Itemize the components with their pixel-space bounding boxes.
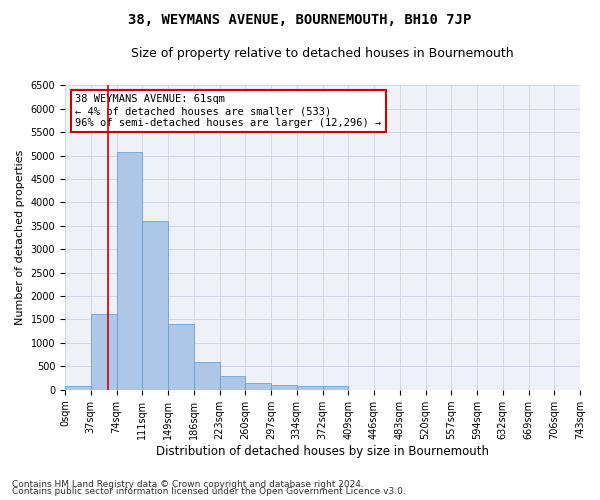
Text: Contains HM Land Registry data © Crown copyright and database right 2024.: Contains HM Land Registry data © Crown c… — [12, 480, 364, 489]
X-axis label: Distribution of detached houses by size in Bournemouth: Distribution of detached houses by size … — [156, 444, 489, 458]
Text: 38 WEYMANS AVENUE: 61sqm
← 4% of detached houses are smaller (533)
96% of semi-d: 38 WEYMANS AVENUE: 61sqm ← 4% of detache… — [76, 94, 382, 128]
Bar — [168, 324, 194, 390]
Bar — [194, 362, 220, 390]
Bar — [297, 386, 323, 390]
Title: Size of property relative to detached houses in Bournemouth: Size of property relative to detached ho… — [131, 48, 514, 60]
Y-axis label: Number of detached properties: Number of detached properties — [15, 150, 25, 325]
Bar — [142, 221, 168, 390]
Bar — [271, 385, 297, 390]
Bar — [220, 376, 245, 390]
Bar — [91, 314, 116, 390]
Bar — [245, 382, 271, 390]
Bar — [323, 386, 348, 390]
Bar — [116, 152, 142, 390]
Bar — [65, 386, 91, 390]
Text: 38, WEYMANS AVENUE, BOURNEMOUTH, BH10 7JP: 38, WEYMANS AVENUE, BOURNEMOUTH, BH10 7J… — [128, 12, 472, 26]
Text: Contains public sector information licensed under the Open Government Licence v3: Contains public sector information licen… — [12, 487, 406, 496]
